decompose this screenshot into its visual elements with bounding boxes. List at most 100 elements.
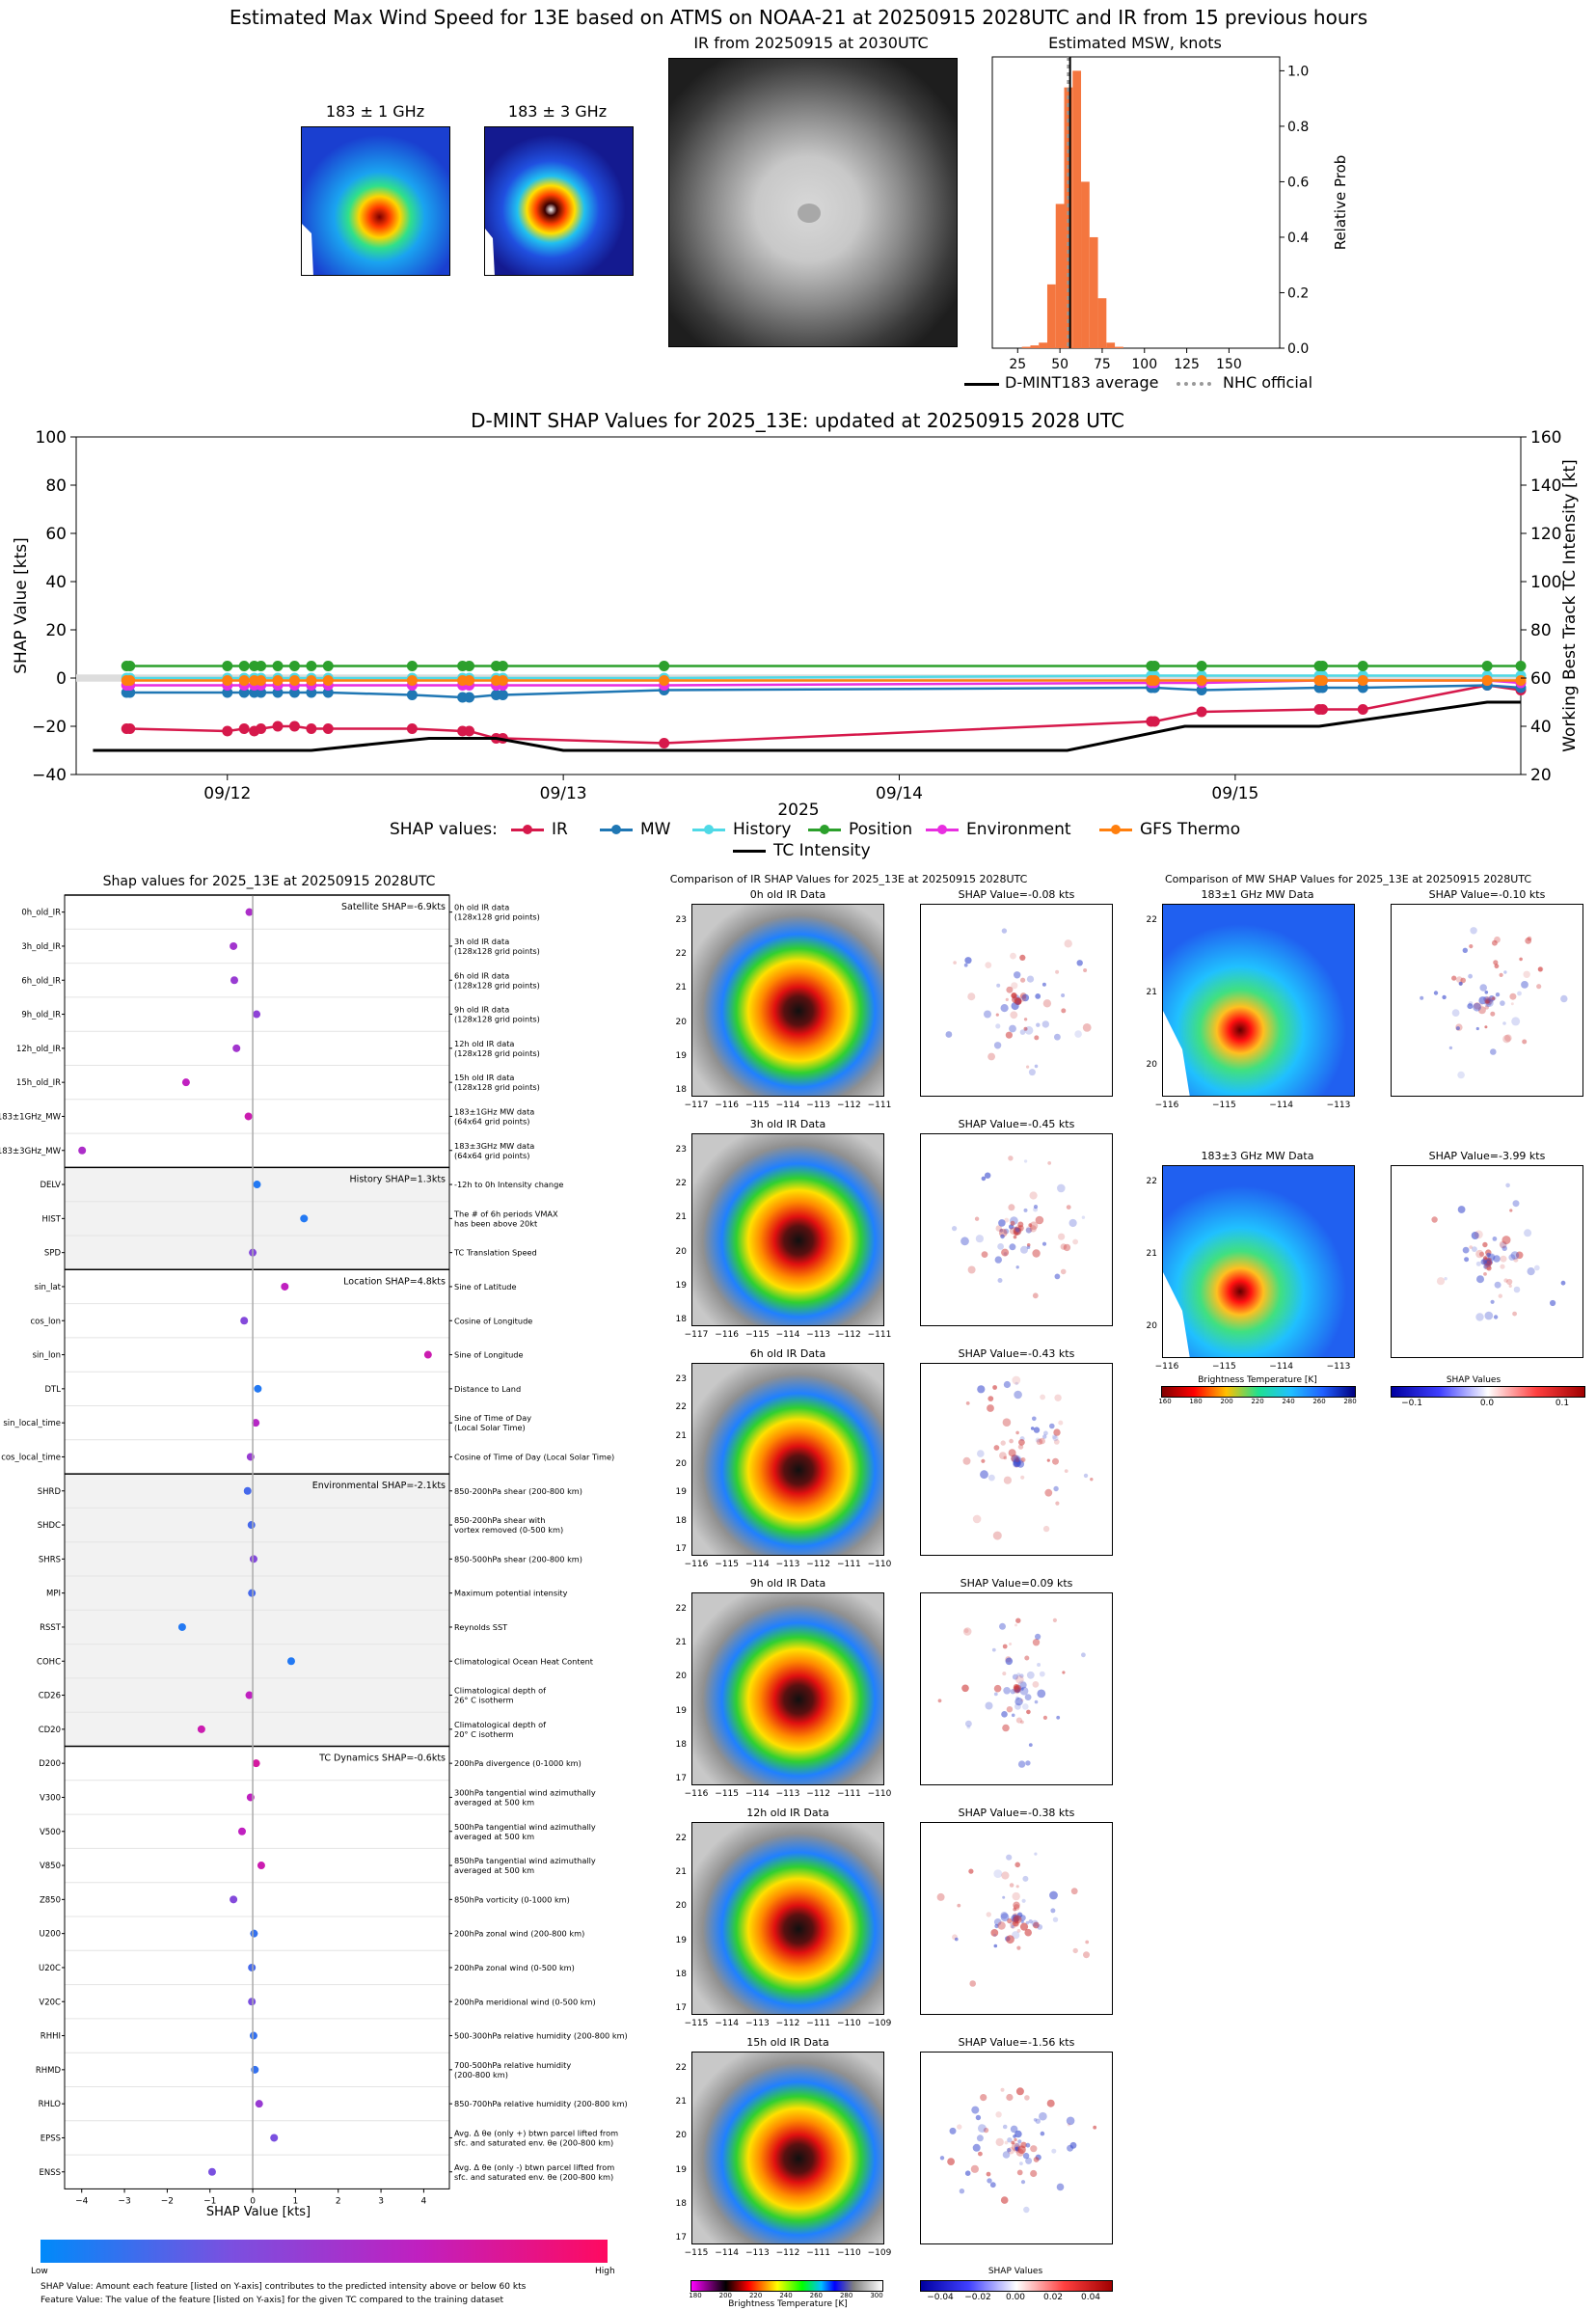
ir-xtick-label: −112: [775, 2019, 800, 2028]
ts-xtick-label: 09/14: [876, 784, 923, 803]
mw-row-shap-title: SHAP Value=-0.10 kts: [1428, 888, 1546, 901]
feature-point: [232, 1044, 241, 1052]
ir-xtick-label: −117: [684, 1101, 709, 1110]
series-point: [288, 675, 300, 686]
legend-marker: [523, 825, 532, 834]
mw-ytick-label: 22: [1146, 915, 1157, 925]
ir-xtick-label: −114: [715, 2019, 740, 2028]
feature-label: RHMD: [36, 2066, 62, 2076]
ir-ytick-label: 23: [675, 1145, 687, 1155]
feature-label: HIST: [42, 1214, 62, 1224]
ts-ytick-label: −20: [32, 718, 67, 737]
mw-xtick-label: −115: [1211, 1101, 1236, 1110]
mw-ytick-label: 20: [1146, 1060, 1157, 1070]
feature-point: [254, 1384, 262, 1393]
feature-description: 500hPa tangential wind azimuthally: [454, 1822, 596, 1832]
ts-frame: [75, 436, 1522, 775]
ir-row-shap-title: SHAP Value=-0.08 kts: [958, 888, 1075, 901]
mw-xtick-label: −114: [1269, 1101, 1294, 1110]
series-point: [306, 661, 317, 671]
mw1-title: 183 ± 1 GHz: [325, 102, 425, 121]
feature-point: [237, 1827, 246, 1835]
feature-point: [257, 1862, 265, 1870]
ir-image: [669, 59, 957, 346]
series-point: [238, 723, 250, 734]
ir-xtick-label: −114: [744, 1789, 770, 1799]
ts-ytick-label: 40: [45, 573, 67, 592]
mw-ytick-label: 21: [1146, 1249, 1157, 1259]
feature-description: 6h old IR data: [454, 970, 509, 980]
legend-marker: [820, 825, 829, 834]
ir-ytick-label: 20: [675, 1672, 687, 1682]
feature-point: [230, 976, 239, 985]
ir-cbar-tick: 260: [809, 2292, 824, 2299]
feature-description: (128x128 grid points): [454, 1082, 540, 1092]
series-point: [238, 661, 250, 671]
hist-bar: [1039, 342, 1047, 348]
feature-label: 15h_old_IR: [16, 1078, 61, 1088]
series-point: [1357, 661, 1368, 671]
ir-ytick-label: 22: [675, 2063, 687, 2073]
series-point: [306, 675, 317, 686]
series-point: [1316, 675, 1328, 686]
series-point: [1357, 675, 1368, 686]
feature-description: Sine of Time of Day: [454, 1413, 531, 1423]
ir-ytick-label: 18: [675, 1969, 687, 1979]
ir-xtick-label: −116: [715, 1330, 740, 1340]
feature-description: 850hPa tangential wind azimuthally: [454, 1856, 596, 1865]
legend-label-environment: Environment: [966, 820, 1071, 839]
feature-point: [253, 1010, 261, 1019]
mw-cbar-title: Brightness Temperature [K]: [1198, 1375, 1317, 1385]
feature-point: [244, 1112, 253, 1121]
feature-label: ENSS: [39, 2168, 61, 2178]
feature-description: (64x64 grid points): [454, 1151, 529, 1160]
feature-point: [240, 1317, 249, 1325]
feature-shap-chart: Satellite SHAP=-6.9kts 0h_old_IR 0h old IR…: [0, 894, 628, 2206]
ts-y2tick-label: 20: [1530, 766, 1552, 785]
feature-label: RHHI: [41, 2032, 61, 2042]
mw-cbar-tick: 200: [1220, 1398, 1233, 1405]
feature-point: [245, 908, 254, 916]
series-point: [464, 725, 475, 737]
ir-panel-title: Comparison of IR SHAP Values for 2025_13…: [669, 873, 1028, 885]
mw-row-shap-title: SHAP Value=-3.99 kts: [1428, 1150, 1546, 1162]
legend-avg-line: [964, 383, 999, 386]
ir-ytick-label: 21: [675, 1638, 687, 1648]
feature-description: 300hPa tangential wind azimuthally: [454, 1787, 596, 1797]
series-line-mw: [126, 684, 1522, 699]
feature-label: U200: [40, 1930, 61, 1940]
hist-ytick-label: 1.0: [1287, 64, 1309, 79]
feature-label: 183±3GHz_MW: [0, 1147, 62, 1156]
feature-description: 15h old IR data: [454, 1073, 514, 1082]
feature-description: (128x128 grid points): [454, 946, 540, 956]
feature-label: 0h_old_IR: [21, 909, 61, 918]
feature-point: [243, 1486, 252, 1495]
feature-point: [286, 1657, 295, 1666]
ir-ytick-label: 22: [675, 1402, 687, 1413]
ir-row-shap-title: SHAP Value=0.09 kts: [960, 1577, 1073, 1590]
feature-point: [247, 1521, 256, 1530]
feature-label: V850: [40, 1862, 61, 1871]
mw-row-data-title: 183±1 GHz MW Data: [1201, 888, 1314, 901]
series-point: [1149, 675, 1160, 686]
feature-label: DELV: [40, 1181, 61, 1190]
mw-shap-map: [1391, 904, 1583, 1097]
series-point: [322, 675, 334, 686]
series-point: [1149, 661, 1160, 671]
ir-shap-cbar-title: SHAP Values: [987, 2267, 1043, 2276]
ir-xtick-label: −110: [867, 1560, 892, 1569]
ir-cbar-tick: 280: [839, 2292, 853, 2299]
mw-cbar-tick: 220: [1251, 1398, 1264, 1405]
feature-point: [252, 1759, 260, 1768]
ir-xtick-label: −116: [684, 1560, 709, 1569]
feature-point: [248, 1963, 257, 1971]
feature-point: [270, 2134, 279, 2142]
ir-ytick-label: 21: [675, 2097, 687, 2107]
series-line-tc-intensity: [93, 700, 1521, 752]
series-point: [322, 723, 334, 734]
ir-ytick-label: 20: [675, 1901, 687, 1912]
feature-point: [255, 2100, 263, 2108]
feature-label: sin_lon: [33, 1351, 61, 1361]
mw-shap-colorbar: [1391, 1386, 1585, 1398]
ir-xtick-label: −114: [715, 2248, 740, 2258]
